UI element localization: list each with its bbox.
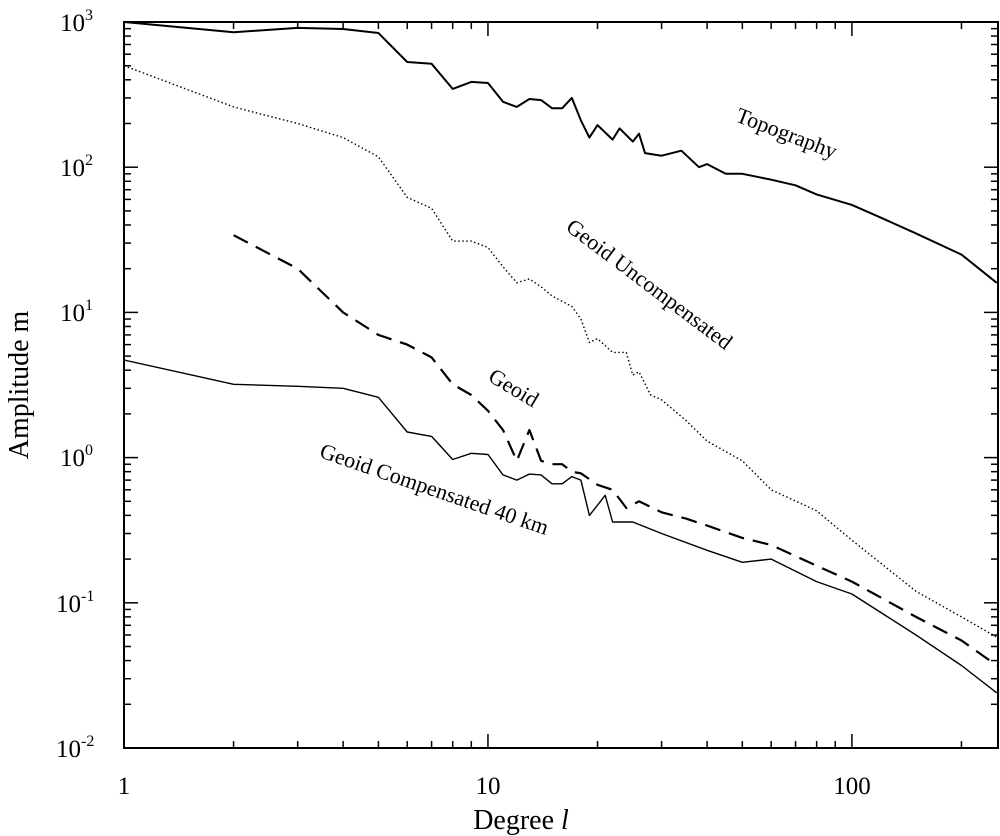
- series-topography: [123, 21, 998, 284]
- y-tick-label-1000: 103: [60, 7, 93, 37]
- annotation-geoid-uncompensated: Geoid Uncompensated: [562, 214, 738, 355]
- x-axis-title: Degree l: [473, 805, 569, 836]
- y-tick-label-100: 102: [60, 152, 93, 182]
- x-tick-label-100: 100: [833, 773, 871, 800]
- series-geoid: [233, 234, 998, 667]
- y-tick-label-0.1: 10-1: [56, 588, 94, 618]
- y-tick-label-1: 100: [60, 442, 93, 472]
- y-tick-labels: 103 102 101 100 10-1 10-2: [56, 7, 94, 763]
- x-tick-labels: 1 10 100: [118, 773, 871, 800]
- y-axis-title: Amplitude m: [4, 311, 35, 460]
- x-tick-label-10: 10: [476, 773, 501, 800]
- x-tick-label-1: 1: [118, 773, 131, 800]
- annotation-geoid: Geoid: [484, 363, 543, 412]
- series-geoid-compensated-40-km: [123, 359, 998, 694]
- annotation-geoid-compensated: Geoid Compensated 40 km: [317, 438, 552, 540]
- y-tick-label-0.01: 10-2: [56, 733, 94, 763]
- y-tick-label-10: 101: [60, 297, 93, 327]
- annotation-topography: Topography: [733, 102, 841, 163]
- plot-frame: [123, 21, 999, 749]
- series-layer: [123, 21, 998, 694]
- minor-ticks: [124, 22, 998, 748]
- series-geoid-uncompensated: [123, 65, 998, 638]
